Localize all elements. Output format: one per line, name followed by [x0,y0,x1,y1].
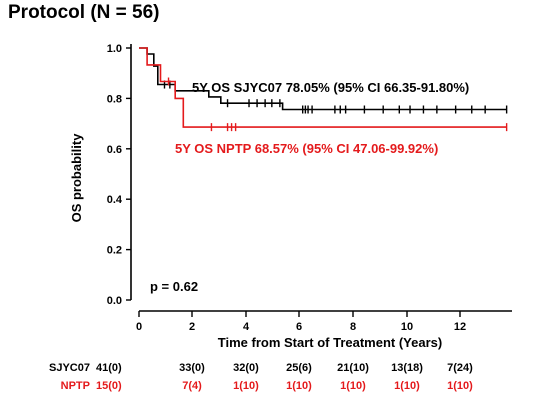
risk-cell: 33(0) [179,362,205,374]
risk-cell: 1(10) [286,380,312,392]
risk-cell: 1(10) [340,380,366,392]
annotation-sjyc07: 5Y OS SJYC07 78.05% (95% CI 66.35-91.80%… [192,80,469,95]
risk-cell: 32(0) [233,362,259,374]
x-tick-label: 8 [350,321,356,333]
y-tick-label: 1.0 [107,43,122,55]
x-tick-label: 12 [454,321,466,333]
risk-cell: 7(4) [182,380,202,392]
x-tick-label: 6 [296,321,302,333]
risk-cell: 13(18) [391,362,423,374]
risk-row-label: SJYC07 [49,362,90,374]
annotation-nptp: 5Y OS NPTP 68.57% (95% CI 47.06-99.92%) [175,141,438,156]
risk-cell: 15(0) [96,380,122,392]
risk-cell: 7(24) [447,362,473,374]
risk-cell: 21(10) [337,362,369,374]
y-tick-label: 0.4 [107,194,123,206]
y-tick-label: 0.2 [107,245,122,257]
y-axis-label: OS probability [69,133,84,223]
y-tick-label: 0.0 [107,295,122,307]
risk-cell: 41(0) [96,362,122,374]
y-tick-label: 0.6 [107,144,122,156]
y-tick-label: 0.8 [107,93,122,105]
risk-cell: 1(10) [394,380,420,392]
p-value-label: p = 0.62 [150,279,198,294]
x-tick-label: 10 [401,321,413,333]
x-tick-label: 4 [243,321,250,333]
x-tick-label: 2 [189,321,195,333]
risk-cell: 1(10) [447,380,473,392]
risk-cell: 25(6) [286,362,312,374]
risk-cell: 1(10) [233,380,259,392]
x-axis-label: Time from Start of Treatment (Years) [218,335,442,350]
risk-row-label: NPTP [61,380,90,392]
x-tick-label: 0 [136,321,142,333]
survival-curve-sjyc07 [139,47,507,111]
chart-title: Protocol (N = 56) [8,2,160,23]
